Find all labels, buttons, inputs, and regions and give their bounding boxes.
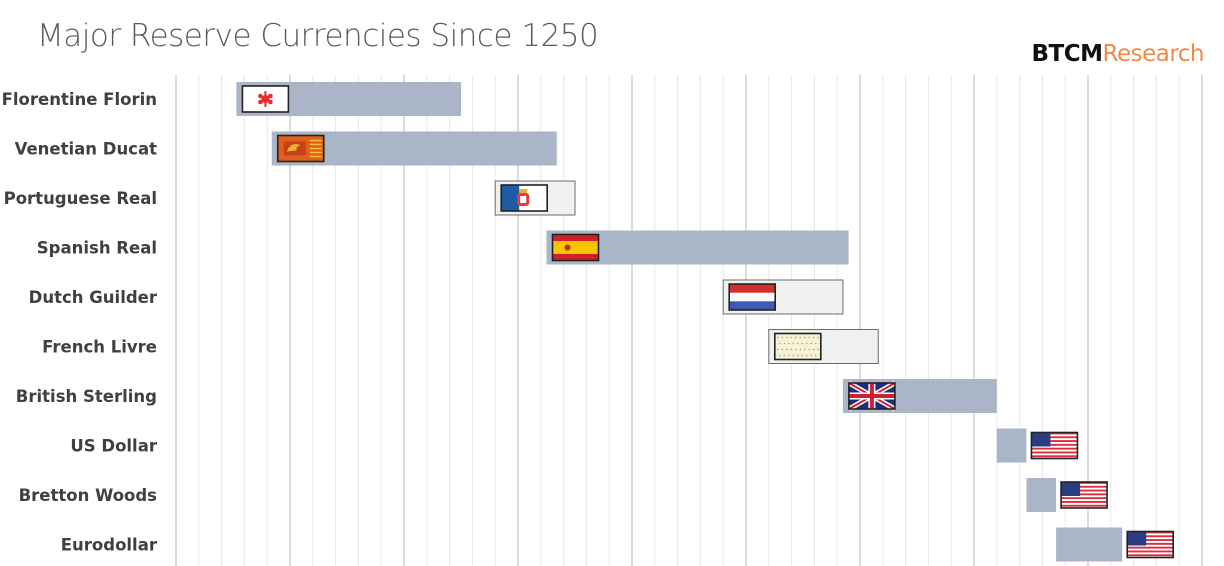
chart-title: Major Reserve Currencies Since 1250: [37, 18, 599, 54]
category-label: British Sterling: [16, 387, 157, 406]
category-label: US Dollar: [70, 437, 158, 456]
portugal-flag-icon: [500, 184, 549, 212]
category-labels: Florentine Florin Venetian Ducat Portugues…: [2, 90, 158, 555]
category-label: French Livre: [42, 338, 157, 357]
us-flag-icon: [1030, 431, 1079, 460]
florence-flag-icon: [241, 85, 290, 113]
brand-secondary: Research: [1102, 41, 1205, 67]
us-flag-icon: [1126, 530, 1174, 559]
gridlines: [175, 75, 1203, 566]
spain-flag-icon: [551, 233, 600, 262]
category-label: Spanish Real: [37, 239, 157, 258]
uk-flag-icon: [847, 380, 897, 412]
netherlands-flag-icon: [728, 283, 777, 311]
venice-flag-icon: [276, 134, 325, 163]
brand-primary: BTCM: [1031, 41, 1104, 67]
category-label: Venetian Ducat: [15, 140, 158, 159]
category-label: Dutch Guilder: [29, 288, 158, 307]
bar: [1056, 527, 1123, 562]
bar: [996, 428, 1027, 463]
category-label: Florentine Florin: [2, 90, 157, 109]
bars: [236, 82, 1174, 562]
category-label: Bretton Woods: [19, 486, 158, 505]
brand-logo: BTCMResearch: [1032, 41, 1205, 67]
category-label: Portuguese Real: [4, 189, 157, 208]
us-flag-icon: [1060, 481, 1108, 509]
bar: [1026, 478, 1057, 512]
france-flag-icon: [773, 332, 822, 361]
category-label: Eurodollar: [61, 536, 158, 555]
